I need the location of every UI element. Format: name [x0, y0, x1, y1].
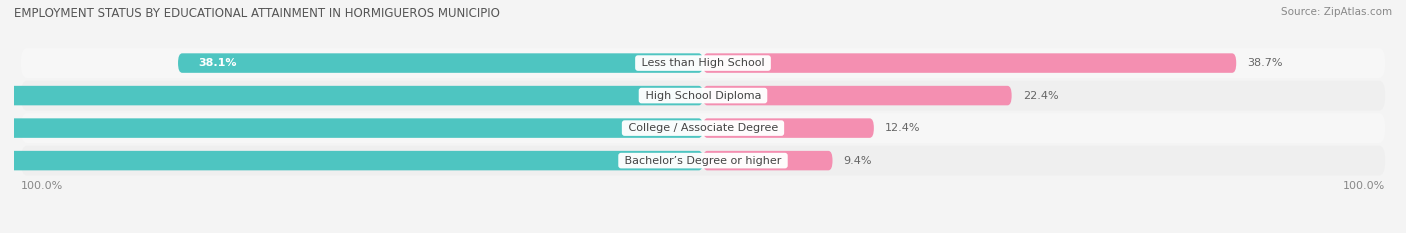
Text: High School Diploma: High School Diploma	[641, 91, 765, 101]
FancyBboxPatch shape	[703, 53, 1236, 73]
FancyBboxPatch shape	[703, 86, 1012, 105]
Text: Bachelor’s Degree or higher: Bachelor’s Degree or higher	[621, 156, 785, 166]
Text: Less than High School: Less than High School	[638, 58, 768, 68]
FancyBboxPatch shape	[21, 146, 1385, 175]
FancyBboxPatch shape	[0, 86, 703, 105]
FancyBboxPatch shape	[21, 113, 1385, 143]
FancyBboxPatch shape	[0, 118, 703, 138]
Text: 38.7%: 38.7%	[1247, 58, 1282, 68]
Text: 38.1%: 38.1%	[198, 58, 238, 68]
Text: 100.0%: 100.0%	[21, 181, 63, 191]
Text: 100.0%: 100.0%	[1343, 181, 1385, 191]
Text: Source: ZipAtlas.com: Source: ZipAtlas.com	[1281, 7, 1392, 17]
FancyBboxPatch shape	[703, 118, 875, 138]
Text: College / Associate Degree: College / Associate Degree	[624, 123, 782, 133]
Text: 22.4%: 22.4%	[1022, 91, 1059, 101]
FancyBboxPatch shape	[0, 151, 703, 170]
Text: 9.4%: 9.4%	[844, 156, 872, 166]
Text: 12.4%: 12.4%	[884, 123, 921, 133]
Text: EMPLOYMENT STATUS BY EDUCATIONAL ATTAINMENT IN HORMIGUEROS MUNICIPIO: EMPLOYMENT STATUS BY EDUCATIONAL ATTAINM…	[14, 7, 501, 20]
FancyBboxPatch shape	[21, 48, 1385, 78]
Legend: In Labor Force, Unemployed: In Labor Force, Unemployed	[600, 230, 806, 233]
FancyBboxPatch shape	[179, 53, 703, 73]
FancyBboxPatch shape	[703, 151, 832, 170]
FancyBboxPatch shape	[21, 81, 1385, 110]
